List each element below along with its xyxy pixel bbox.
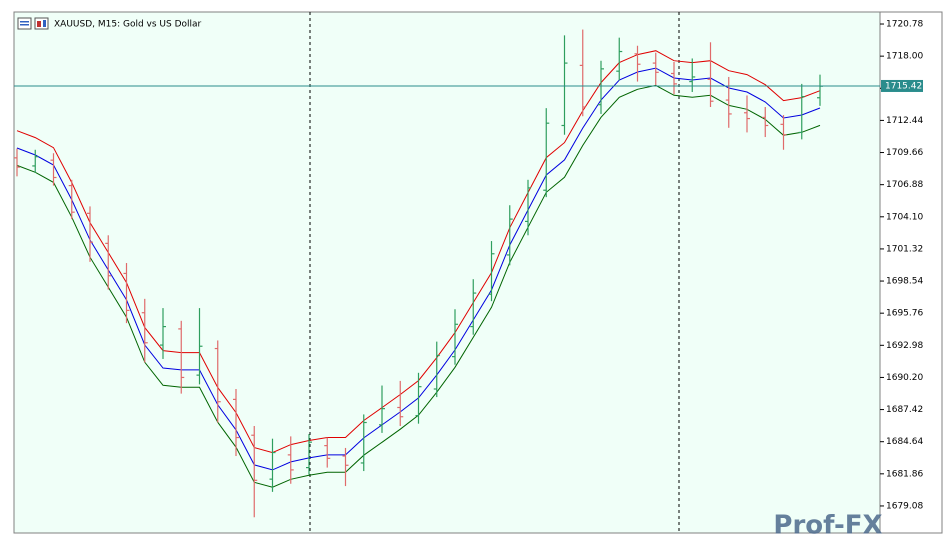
chart-title: XAUUSD, M15: Gold vs US Dollar: [54, 20, 202, 30]
chart-layer: 1720.781718.001715.221712.441709.661706.…: [14, 20, 923, 518]
y-tick-label: 1720.78: [886, 20, 923, 30]
y-tick-label: 1690.20: [886, 373, 923, 383]
y-tick-label: 1704.10: [886, 212, 923, 222]
y-tick-label: 1706.88: [886, 180, 923, 190]
y-tick-label: 1695.76: [886, 309, 923, 319]
y-tick-label: 1718.00: [886, 52, 923, 62]
y-tick-label: 1679.08: [886, 501, 923, 511]
y-tick-label: 1712.44: [886, 116, 923, 126]
title-icons: [17, 17, 49, 30]
y-tick-label: 1698.54: [886, 277, 923, 287]
plot-area: [13, 11, 881, 534]
y-tick-label: 1701.32: [886, 244, 923, 254]
y-tick-label: 1687.42: [886, 405, 923, 415]
watermark: Prof-FX: [773, 511, 882, 541]
y-tick-label: 1709.66: [886, 148, 923, 158]
price-label-box: [881, 79, 923, 92]
y-tick-label: 1684.64: [886, 437, 923, 447]
y-tick-label: 1692.98: [886, 341, 923, 351]
price-label: 1715.42: [885, 81, 922, 91]
y-tick-label: 1681.86: [886, 469, 923, 479]
price-axis: [879, 11, 943, 534]
